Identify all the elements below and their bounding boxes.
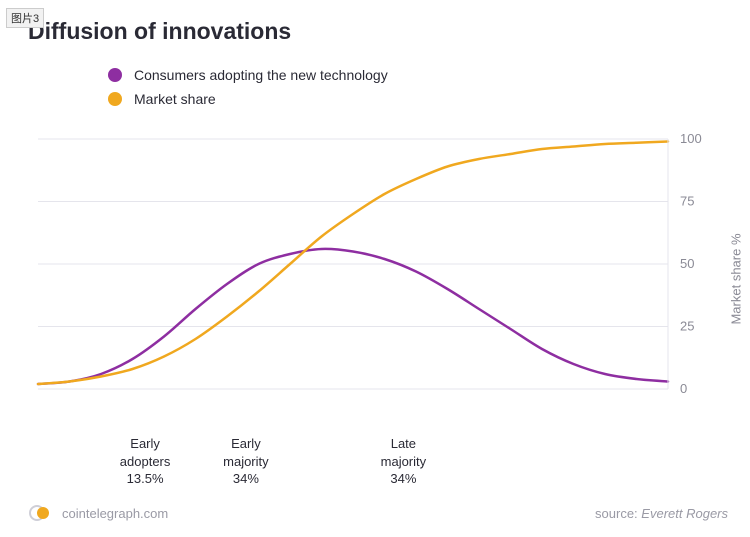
legend-marker-icon	[108, 68, 122, 82]
legend-item: Consumers adopting the new technology	[108, 67, 728, 83]
chart-svg: 0 25 50 75 100	[28, 129, 724, 429]
series-adoption	[38, 249, 668, 384]
legend: Consumers adopting the new technology Ma…	[108, 67, 728, 107]
y-axis-label: Market share %	[729, 233, 744, 324]
legend-marker-icon	[108, 92, 122, 106]
legend-label: Consumers adopting the new technology	[134, 67, 388, 83]
source-label: source:	[595, 506, 638, 521]
x-category-label: Latemajority34%	[381, 435, 427, 488]
figure-footer: cointelegraph.com source: Everett Rogers	[28, 501, 728, 525]
footer-source: source: Everett Rogers	[595, 506, 728, 521]
footer-left: cointelegraph.com	[28, 501, 168, 525]
series-group	[38, 142, 668, 385]
site-logo-icon	[28, 501, 52, 525]
site-name: cointelegraph.com	[62, 506, 168, 521]
y-tick-labels: 0 25 50 75 100	[680, 131, 702, 396]
chart-title: Diffusion of innovations	[28, 18, 728, 45]
figure-container: 图片3 Diffusion of innovations Consumers a…	[0, 0, 750, 537]
y-tick-label: 25	[680, 319, 694, 334]
legend-label: Market share	[134, 91, 216, 107]
y-tick-label: 100	[680, 131, 702, 146]
gridlines	[38, 139, 668, 389]
y-tick-label: 75	[680, 194, 694, 209]
series-market_share	[38, 142, 668, 385]
image-index-badge: 图片3	[6, 8, 44, 28]
y-tick-label: 50	[680, 256, 694, 271]
x-axis-labels: Earlyadopters13.5% Earlymajority34% Latema…	[28, 435, 724, 495]
legend-item: Market share	[108, 91, 728, 107]
x-category-label: Earlymajority34%	[223, 435, 269, 488]
source-value: Everett Rogers	[641, 506, 728, 521]
y-tick-label: 0	[680, 381, 687, 396]
chart-area: 0255075100 Market share %	[28, 129, 724, 429]
x-category-label: Earlyadopters13.5%	[120, 435, 171, 488]
